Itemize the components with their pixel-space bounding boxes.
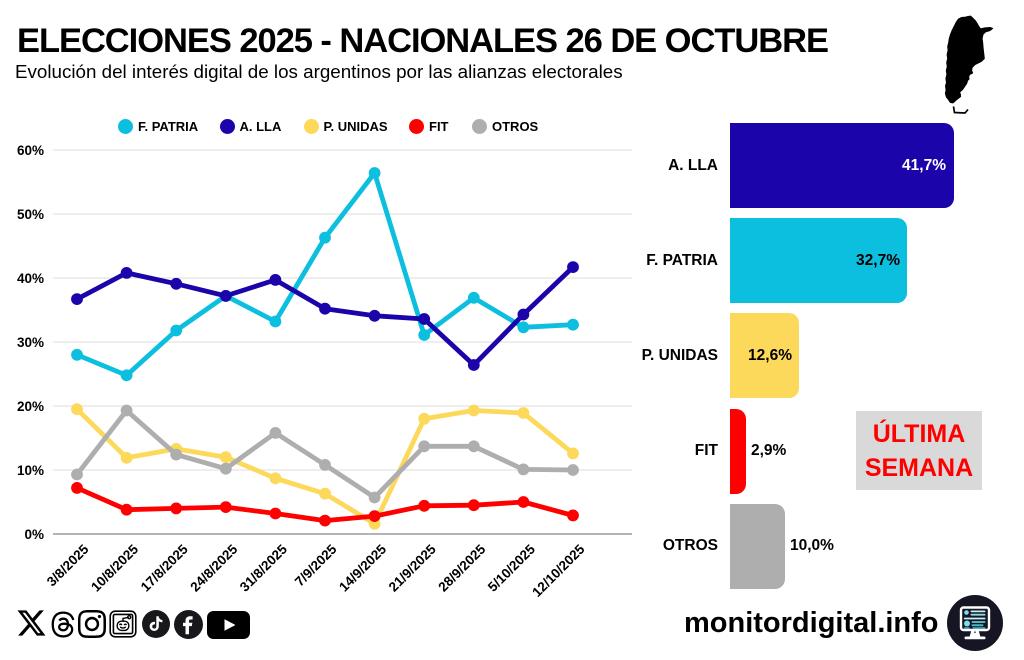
svg-text:60%: 60% bbox=[17, 143, 44, 158]
svg-text:28/9/2025: 28/9/2025 bbox=[435, 541, 488, 594]
svg-text:10/8/2025: 10/8/2025 bbox=[88, 541, 141, 594]
svg-text:21/9/2025: 21/9/2025 bbox=[386, 541, 439, 594]
svg-text:50%: 50% bbox=[17, 207, 44, 222]
svg-text:24/8/2025: 24/8/2025 bbox=[187, 541, 240, 594]
svg-text:5/10/2025: 5/10/2025 bbox=[485, 541, 538, 594]
svg-text:31/8/2025: 31/8/2025 bbox=[237, 541, 290, 594]
svg-text:20%: 20% bbox=[17, 399, 44, 414]
svg-text:0%: 0% bbox=[24, 527, 44, 542]
svg-text:30%: 30% bbox=[17, 335, 44, 350]
svg-text:40%: 40% bbox=[17, 271, 44, 286]
svg-text:12/10/2025: 12/10/2025 bbox=[529, 541, 588, 600]
svg-text:3/8/2025: 3/8/2025 bbox=[44, 541, 92, 589]
svg-text:7/9/2025: 7/9/2025 bbox=[292, 541, 340, 589]
svg-text:14/9/2025: 14/9/2025 bbox=[336, 541, 389, 594]
svg-text:17/8/2025: 17/8/2025 bbox=[138, 541, 191, 594]
svg-text:10%: 10% bbox=[17, 463, 44, 478]
